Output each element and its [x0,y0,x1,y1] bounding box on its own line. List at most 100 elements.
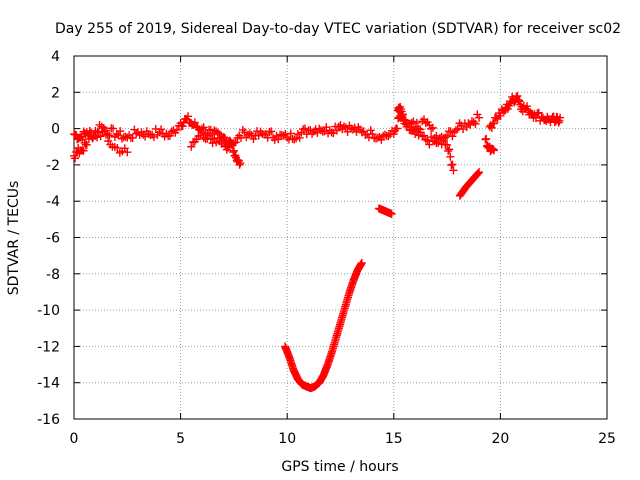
data-point [103,129,112,138]
data-point [449,166,458,175]
data-point [492,113,501,122]
data-point [357,258,366,267]
data-point [400,115,409,124]
data-point [451,126,460,135]
data-point [93,127,102,136]
data-point [254,131,263,140]
data-point [199,133,208,142]
data-point [178,122,187,131]
y-tick-label: -16 [37,412,60,428]
data-point [89,132,98,141]
data-point [173,125,182,134]
y-tick-label: -4 [46,194,60,210]
data-point [513,91,522,100]
data-point [402,120,411,129]
data-point [311,125,320,134]
y-tick-label: 4 [51,49,60,65]
data-point [283,133,292,142]
data-point [286,129,295,138]
data-point [82,140,91,149]
data-point [114,131,123,140]
data-point [184,112,193,121]
x-tick-label: 10 [278,431,296,447]
data-point [469,118,478,127]
data-point [347,124,356,133]
data-point [439,136,448,145]
data-point [471,119,480,128]
data-point [272,131,281,140]
data-point [514,96,523,105]
data-point [474,169,483,178]
data-point [197,128,206,137]
data-point [423,136,432,145]
data-point [377,135,386,144]
data-point [475,113,484,122]
data-point [229,146,238,155]
data-point [123,148,132,157]
data-point [219,133,228,142]
data-point [228,141,237,150]
data-point [443,140,452,149]
data-point [190,118,199,127]
data-point [490,146,499,155]
data-point [556,113,565,122]
data-point [245,129,254,138]
data-point [94,128,103,137]
y-tick-label: -6 [46,231,60,247]
data-point [236,159,245,168]
data-point [79,146,88,155]
data-point [445,145,454,154]
data-point [99,124,108,133]
chart-title: Day 255 of 2019, Sidereal Day-to-day VTE… [55,21,621,37]
data-point [336,120,345,129]
data-point [515,97,524,106]
data-point [459,125,468,134]
data-point [187,142,196,151]
y-tick-label: 2 [51,85,60,101]
data-point [409,117,418,126]
data-point [482,134,491,143]
data-point [420,131,429,140]
data-point [392,124,401,133]
x-tick-label: 20 [491,431,509,447]
data-point [235,160,244,169]
data-point [208,139,217,148]
data-point [427,124,436,133]
data-point [412,118,421,127]
data-point [212,138,221,147]
data-point [199,123,208,132]
data-point [473,169,482,178]
data-point [496,111,505,120]
data-point [444,146,453,155]
data-point [299,125,308,134]
data-point [416,125,425,134]
data-point [295,133,304,142]
x-tick-label: 0 [70,431,79,447]
data-point [340,122,349,131]
data-point [446,152,455,161]
data-point [428,123,437,132]
y-tick-label: -14 [37,376,60,392]
data-point [427,133,436,142]
data-point [448,132,457,141]
y-tick-label: 0 [51,122,60,138]
data-point [109,124,118,133]
data-point [128,133,137,142]
x-tick-label: 25 [598,431,616,447]
y-tick-label: -12 [37,339,60,355]
y-tick-label: -10 [37,303,60,319]
data-point [267,127,276,136]
data-point [531,114,540,123]
data-point [167,127,176,136]
x-axis-label: GPS time / hours [281,459,398,475]
data-point [293,130,302,139]
data-point [290,135,299,144]
data-point [399,110,408,119]
data-point [414,124,423,133]
data-point [144,130,153,139]
data-point [523,102,532,111]
y-tick-label: -8 [46,267,60,283]
data-point [366,126,375,135]
